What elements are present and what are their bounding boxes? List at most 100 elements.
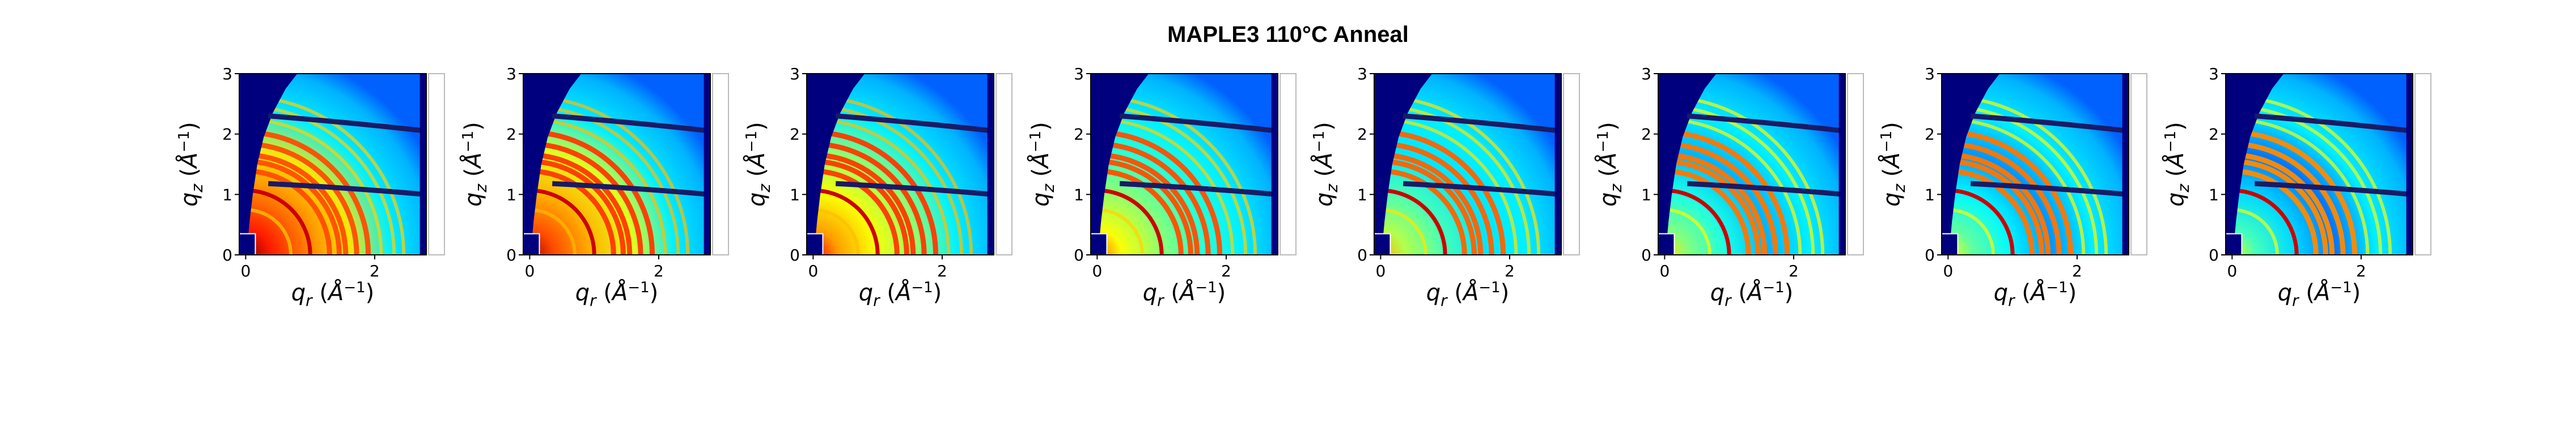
heatmap-image	[1942, 74, 2129, 255]
y-axis-label: qz (Å−1)	[743, 122, 774, 207]
x-tick-label: 2	[2072, 262, 2082, 280]
diffraction-ring	[1380, 118, 1518, 255]
y-tick-label: 2	[2209, 125, 2219, 144]
detector-gap	[835, 181, 994, 197]
diffraction-ring	[1948, 208, 1995, 255]
detector-gap	[1403, 113, 1561, 134]
masked-wedge	[523, 74, 582, 255]
y-tick-label: 0	[222, 246, 232, 264]
colorbar-frame	[2414, 73, 2431, 255]
diffraction-ring	[1380, 168, 1467, 255]
beamstop	[1658, 233, 1675, 255]
diffraction-ring	[1664, 168, 1751, 255]
heatmap-image	[1091, 74, 1278, 255]
diffraction-ring	[1097, 159, 1193, 255]
diffraction-ring	[1097, 95, 1257, 255]
x-tick-label: 2	[937, 262, 947, 280]
y-axis-label: qz (Å−1)	[1594, 122, 1625, 207]
highlight-ring	[1380, 188, 1447, 255]
axes-frame	[1090, 73, 1278, 255]
diffraction-ring	[1097, 208, 1145, 255]
x-tick-label: 0	[1659, 262, 1670, 280]
masked-wedge	[2226, 74, 2284, 255]
figure-title: MAPLE3 110°C Anneal	[1167, 22, 1409, 47]
x-tick-label: 2	[1505, 262, 1515, 280]
beamstop	[239, 233, 256, 255]
diffraction-ring	[813, 168, 900, 255]
diffraction-ring	[1097, 130, 1223, 255]
y-tick-label: 3	[1074, 65, 1084, 83]
y-axis-label: qz (Å−1)	[2162, 122, 2193, 207]
diffraction-ring	[1664, 159, 1761, 255]
x-axis-label: qr (Å−1)	[291, 279, 375, 310]
edge-mask	[2406, 74, 2413, 255]
colorbar-frame	[1847, 73, 1864, 255]
y-axis-label: qz (Å−1)	[1027, 122, 1058, 207]
diffraction-ring	[1664, 105, 1815, 255]
y-tick-label: 1	[1925, 185, 1935, 204]
diffraction-ring	[1380, 159, 1477, 255]
highlight-ring	[1664, 188, 1731, 255]
x-tick-label: 2	[654, 262, 664, 280]
edge-mask	[987, 74, 994, 255]
y-tick-label: 3	[1357, 65, 1367, 83]
diffraction-ring	[1664, 208, 1712, 255]
y-tick-label: 2	[1074, 125, 1084, 144]
y-tick-label: 1	[790, 185, 800, 204]
diffraction-ring	[245, 208, 293, 255]
heatmap-image	[2226, 74, 2413, 255]
heatmap-image	[523, 74, 710, 255]
y-tick-label: 3	[506, 65, 516, 83]
y-tick-label: 2	[1641, 125, 1651, 144]
y-tick-label: 3	[2209, 65, 2219, 83]
diffraction-ring	[1097, 141, 1211, 255]
diffraction-ring	[529, 118, 667, 255]
diffraction-ring	[245, 141, 359, 255]
y-tick-label: 0	[1074, 246, 1084, 264]
diffraction-ring	[1948, 95, 2108, 255]
diffraction-ring	[245, 118, 383, 255]
detector-gap	[1403, 181, 1561, 197]
diffraction-ring	[1380, 141, 1494, 255]
diffraction-ring	[1664, 118, 1802, 255]
colorbar-frame	[428, 73, 445, 255]
highlight-ring	[245, 188, 312, 255]
x-axis-label: qr (Å−1)	[575, 279, 659, 310]
masked-wedge	[1374, 74, 1433, 255]
x-axis-label: qr (Å−1)	[859, 279, 942, 310]
diffraction-ring	[813, 141, 927, 255]
highlight-ring	[2232, 188, 2299, 255]
diffraction-ring	[1664, 130, 1790, 255]
diffraction-ring	[529, 130, 655, 255]
diffraction-ring	[1948, 141, 2062, 255]
heatmap-image	[239, 74, 426, 255]
x-tick-label: 2	[370, 262, 380, 280]
edge-mask	[2122, 74, 2129, 255]
detector-gap	[1687, 113, 1845, 134]
detector-gap	[552, 113, 710, 134]
y-tick-label: 1	[222, 185, 232, 204]
y-axis-label: qz (Å−1)	[175, 122, 206, 207]
diffraction-ring	[1097, 105, 1248, 255]
diffraction-ring	[245, 105, 396, 255]
y-tick-label: 2	[1357, 125, 1367, 144]
y-tick-label: 3	[1925, 65, 1935, 83]
diffraction-ring	[245, 168, 332, 255]
x-axis-label: qr (Å−1)	[1994, 279, 2077, 310]
x-tick-label: 0	[524, 262, 535, 280]
highlight-ring	[529, 188, 596, 255]
x-axis-label: qr (Å−1)	[1426, 279, 1510, 310]
highlight-ring	[813, 188, 880, 255]
axes-frame	[239, 73, 427, 255]
y-tick-label: 3	[790, 65, 800, 83]
diffraction-ring	[245, 95, 406, 255]
beamstop	[523, 233, 540, 255]
masked-wedge	[807, 74, 865, 255]
y-tick-label: 0	[1357, 246, 1367, 264]
axes-frame	[523, 73, 711, 255]
masked-wedge	[1091, 74, 1149, 255]
